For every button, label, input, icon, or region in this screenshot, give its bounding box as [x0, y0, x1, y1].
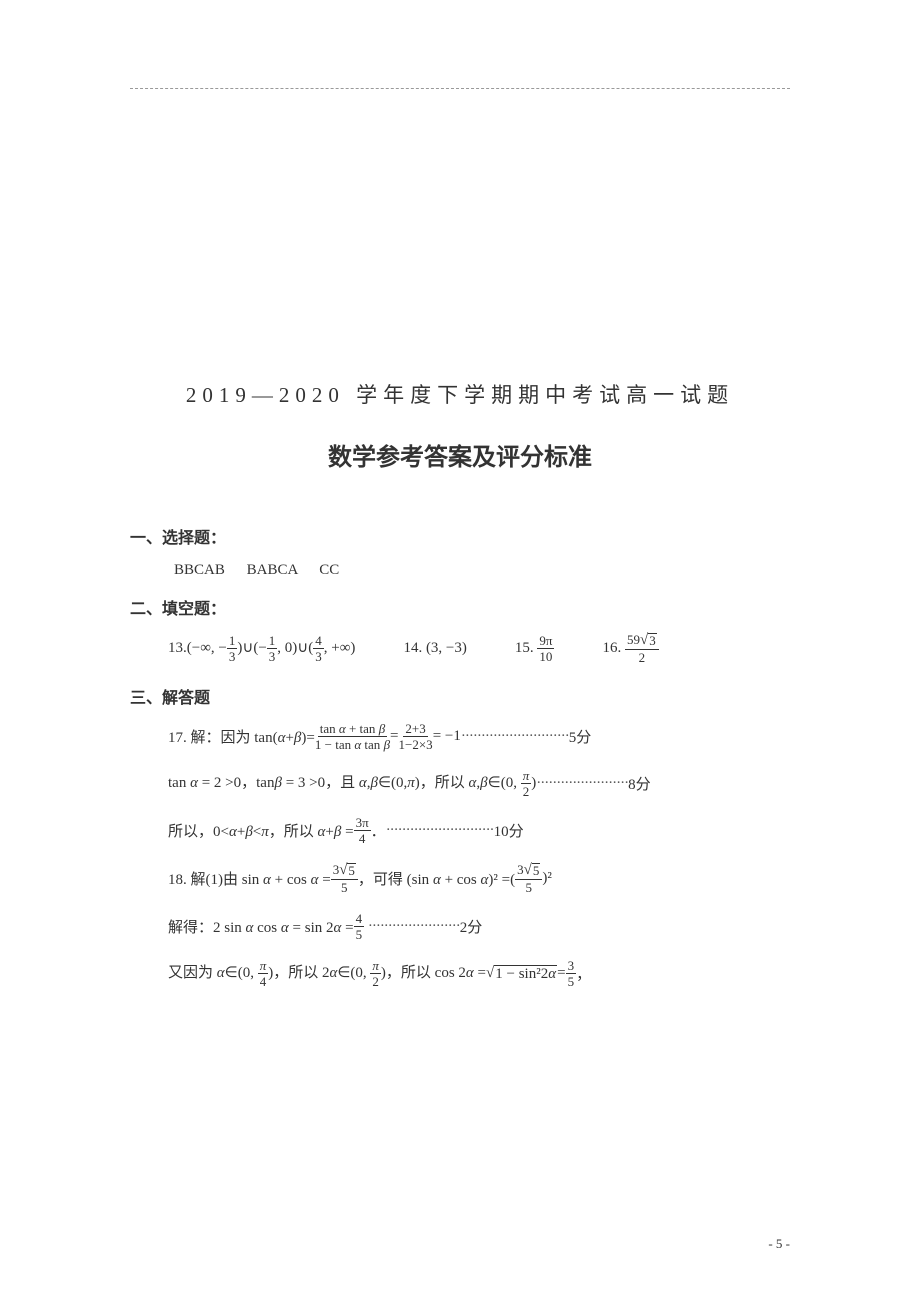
page-container: 2019—2020 学年度下学期期中考试高一试题 数学参考答案及评分标准 一、选… [0, 0, 920, 1046]
fill-q16: 16. 59√3 2 [602, 633, 658, 664]
q18-sqrt: √1 − sin²2α [486, 965, 557, 983]
q15-label: 15. [515, 640, 534, 657]
section-mc-header: 一、选择题： [130, 524, 790, 548]
q18-line1: 18. 解(1)由 sin α + cos α = 3√5 5 ，可得 (sin… [168, 863, 790, 894]
q18-line3: 又因为 α∈(0, π4)，所以 2α∈(0, π2)，所以 cos 2α = … [168, 959, 790, 988]
q17-points2: 8分 [628, 773, 651, 794]
q18-line2: 解得：2 sin α cos α = sin 2α = 4 5 ········… [168, 912, 790, 941]
q17-prefix: 17. 解：因为 tan(α+β)= [168, 726, 315, 747]
exam-header: 2019—2020 学年度下学期期中考试高一试题 [130, 379, 790, 409]
q16-label: 16. [602, 640, 621, 657]
q17-points1: 5分 [569, 726, 592, 747]
q18-line2-a: 解得：2 sin α cos α = sin 2α = [168, 916, 354, 937]
document-title: 数学参考答案及评分标准 [130, 437, 790, 472]
mc-group-1: BBCAB [174, 562, 225, 578]
q18-line1-c: )² [542, 870, 552, 887]
q13-label: 13. [168, 640, 187, 657]
top-divider [130, 88, 790, 89]
q17-line2: tan α = 2 >0，tanβ = 3 >0，且 α,β∈(0,π)，所以 … [168, 769, 790, 798]
q16-num: 59√3 [625, 633, 659, 650]
q13-answer: (−∞, −13)∪(−13, 0)∪(43, +∞) [187, 634, 356, 663]
q17-line3-frac: 3π 4 [354, 816, 371, 845]
mc-group-3: CC [319, 562, 339, 578]
fill-q15: 15. 9π 10 [515, 634, 555, 663]
q17-line1: 17. 解：因为 tan(α+β)= tan α + tan β 1 − tan… [168, 722, 790, 751]
q17-frac1: tan α + tan β 1 − tan α tan β [315, 722, 390, 751]
q18-line1-a: 18. 解(1)由 sin α + cos α = [168, 868, 331, 889]
q17-eq1: = [390, 728, 398, 745]
q17-line2-text: tan α = 2 >0，tanβ = 3 >0，且 α,β∈(0,π)，所以 … [168, 769, 536, 798]
q18-line3-end: ， [576, 963, 591, 984]
q17-points3: 10分 [494, 820, 524, 841]
q17-line3: 所以，0<α+β<π，所以 α+β = 3π 4 ． ·············… [168, 816, 790, 845]
q15-num: 9π [537, 634, 554, 649]
q16-answer: 59√3 2 [625, 633, 659, 664]
section-solve-header: 三、解答题 [130, 684, 790, 708]
q14-answer: (3, −3) [426, 640, 467, 657]
q18-eq: = [557, 965, 565, 982]
page-number: - 5 - [768, 1236, 790, 1252]
dots: ······················· [368, 918, 460, 935]
q14-label: 14. [403, 640, 422, 657]
q15-den: 10 [539, 649, 552, 663]
mc-group-2: BABCA [247, 562, 298, 578]
q17-frac2: 2+3 1−2×3 [399, 722, 433, 751]
q17-line3-text: 所以，0<α+β<π，所以 α+β = [168, 820, 354, 841]
mc-answers: BBCAB BABCA CC [174, 562, 790, 579]
q18-line3-a: 又因为 α∈(0, π4)，所以 2α∈(0, π2)，所以 cos 2α = [168, 959, 486, 988]
q18-frac1b: 3√5 5 [515, 863, 542, 894]
dots: ··························· [386, 822, 494, 839]
q18-line1-b: ，可得 (sin α + cos α)² =( [358, 868, 515, 889]
section-fill-header: 二、填空题： [130, 595, 790, 619]
dots: ··························· [461, 728, 569, 745]
q17-result: = −1 [433, 728, 461, 745]
period: ． [371, 820, 386, 841]
q18-frac3: 3 5 [566, 959, 577, 988]
fill-answers-row: 13. (−∞, −13)∪(−13, 0)∪(43, +∞) 14. (3, … [168, 633, 790, 664]
fill-q14: 14. (3, −3) [403, 640, 466, 657]
q18-frac1: 3√5 5 [331, 863, 358, 894]
q16-den: 2 [639, 650, 646, 664]
dots: ······················· [536, 775, 628, 792]
q18-frac2: 4 5 [354, 912, 365, 941]
fill-q13: 13. (−∞, −13)∪(−13, 0)∪(43, +∞) [168, 634, 355, 663]
q15-answer: 9π 10 [537, 634, 554, 663]
q18-points2: 2分 [460, 916, 483, 937]
